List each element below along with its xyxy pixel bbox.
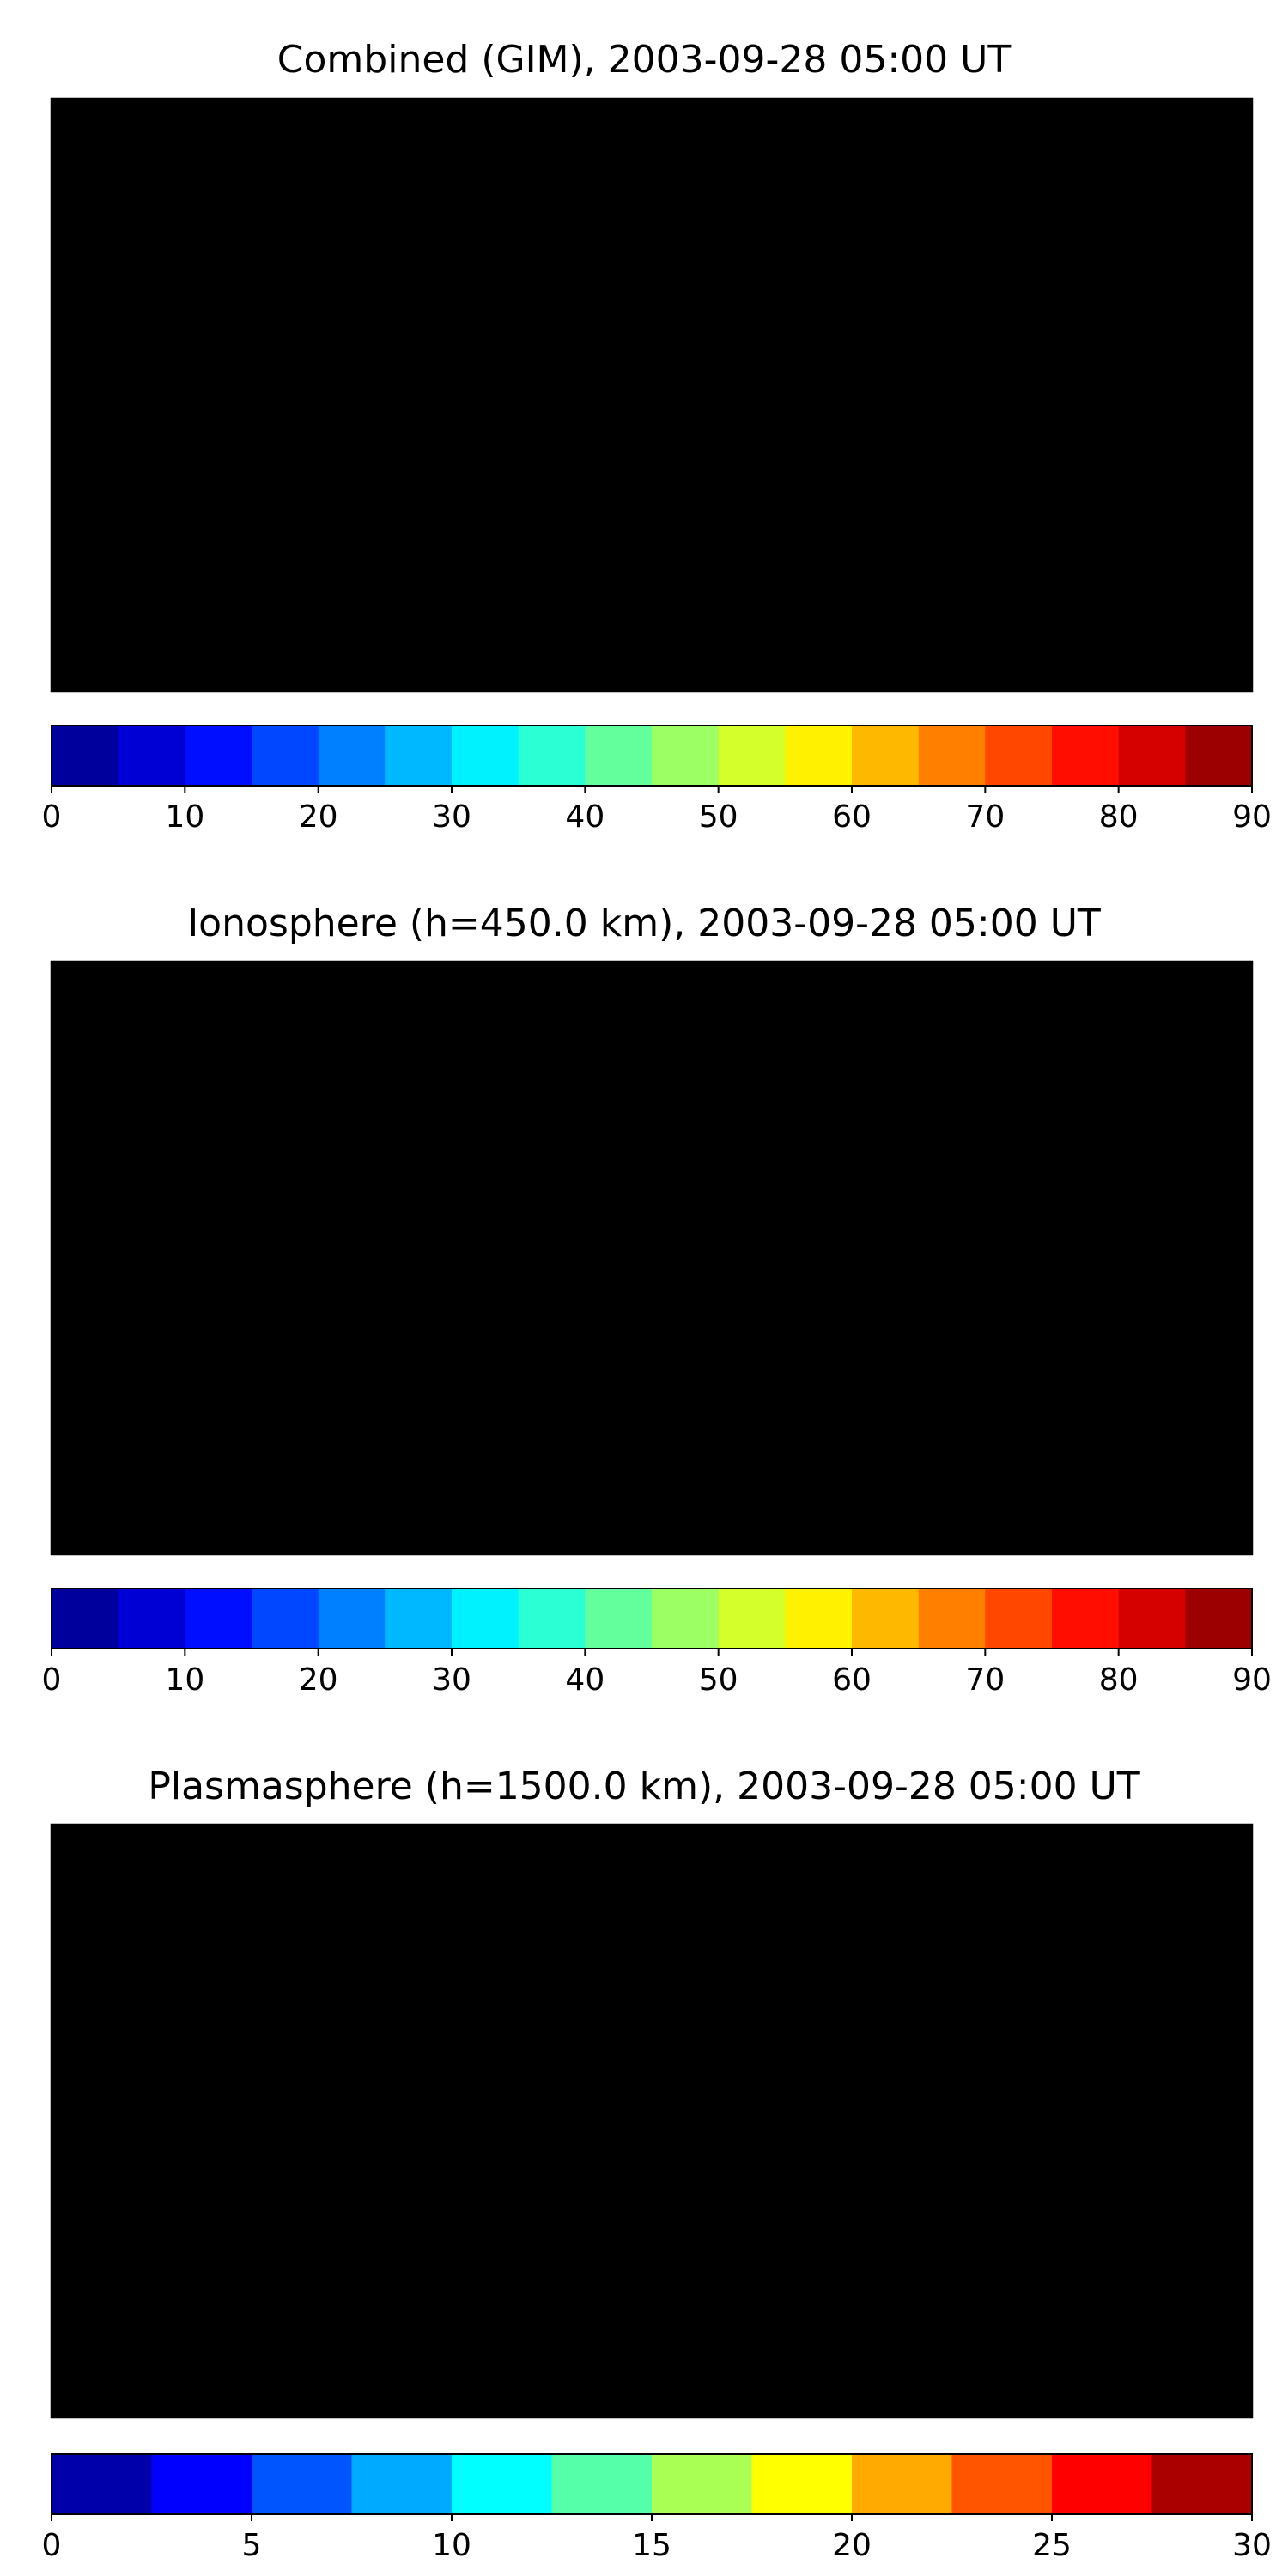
colorbar-0: 0 10 20 30 40 50 60 70 80 90 xyxy=(42,725,1272,835)
colorbar-tick-label: 40 xyxy=(565,799,605,835)
colorbar-bin xyxy=(852,2454,952,2514)
colorbar-bin xyxy=(585,1589,653,1649)
colorbar-bin xyxy=(52,1589,119,1649)
colorbar-bin xyxy=(185,1589,252,1649)
colorbar-bin xyxy=(118,1589,185,1649)
colorbar-bin xyxy=(985,1589,1053,1649)
colorbar-bin xyxy=(751,2454,853,2514)
colorbar-bin xyxy=(52,2454,152,2514)
colorbar-frame xyxy=(51,1588,1253,1649)
colorbar-bin xyxy=(785,726,853,786)
coastlines xyxy=(52,1837,1252,2394)
colorbar-tick-label: 0 xyxy=(42,1662,62,1698)
colorbar-tick-label: 80 xyxy=(1099,1662,1139,1698)
colorbar-tick-label: 10 xyxy=(432,2528,471,2563)
colorbar-bin xyxy=(652,1589,720,1649)
map-frame xyxy=(50,960,1254,1556)
colorbar-bin xyxy=(1185,1589,1253,1649)
chart-title-ionosphere: Ionosphere (h=450.0 km), 2003-09-28 05:0… xyxy=(187,902,1101,945)
colorbar-bin xyxy=(852,1589,920,1649)
colorbar-bin xyxy=(252,2454,352,2514)
colorbar-bin xyxy=(918,726,986,786)
colorbar-tick-label: 0 xyxy=(42,799,62,835)
map-field-1 xyxy=(52,962,1252,1554)
colorbar-bin xyxy=(385,1589,453,1649)
colorbar-tick-label: 20 xyxy=(299,1662,338,1698)
colorbar-tick-label: 15 xyxy=(632,2528,671,2563)
colorbar-frame xyxy=(51,725,1253,787)
colorbar-bin xyxy=(252,726,319,786)
colorbar-bin xyxy=(652,2454,752,2514)
colorbar-tick-label: 90 xyxy=(1232,799,1272,835)
colorbar-bin xyxy=(318,1589,386,1649)
colorbar-tick-label: 40 xyxy=(565,1662,605,1698)
colorbar-bin xyxy=(985,726,1053,786)
colorbar-tick-label: 80 xyxy=(1099,799,1139,835)
map-field-0 xyxy=(52,99,1252,691)
colorbar-tick-label: 70 xyxy=(965,1662,1005,1698)
colorbar-tick-label: 10 xyxy=(165,1662,204,1698)
colorbar-bin xyxy=(185,726,252,786)
colorbar-bin xyxy=(1185,726,1253,786)
colorbar-bin xyxy=(518,726,586,786)
colorbar-tick-label: 30 xyxy=(1232,2528,1272,2563)
colorbar-bin xyxy=(452,1589,519,1649)
colorbar-bin xyxy=(1052,2454,1152,2514)
colorbar-bin xyxy=(1052,1589,1120,1649)
colorbar-bin xyxy=(1052,726,1120,786)
colorbar-1: 0 10 20 30 40 50 60 70 80 90 xyxy=(42,1588,1272,1698)
colorbar-tick-label: 60 xyxy=(832,799,872,835)
colorbar-tick-label: 20 xyxy=(299,799,338,835)
colorbar-tick-label: 20 xyxy=(832,2528,872,2563)
colorbar-bin xyxy=(951,2454,1053,2514)
colorbar-tick-label: 90 xyxy=(1232,1662,1272,1698)
colorbar-bin xyxy=(652,726,720,786)
colorbar-bin xyxy=(718,726,786,786)
colorbar-tick-label: 10 xyxy=(165,799,204,835)
colorbar-bin xyxy=(252,1589,319,1649)
colorbar-bin xyxy=(452,726,519,786)
colorbar-bin xyxy=(1118,726,1186,786)
colorbar-tick-label: 60 xyxy=(832,1662,872,1698)
colorbar-tick-label: 30 xyxy=(432,1662,471,1698)
coastlines xyxy=(52,111,1252,668)
colorbar-bin xyxy=(551,2454,653,2514)
colorbar-bin xyxy=(585,726,653,786)
colorbar-tick-label: 50 xyxy=(699,799,738,835)
colorbar-bin xyxy=(518,1589,586,1649)
map-frame xyxy=(50,1823,1254,2419)
colorbar-tick-label: 70 xyxy=(965,799,1005,835)
colorbar-bin xyxy=(118,726,185,786)
map-frame xyxy=(50,97,1254,693)
colorbar-tick-label: 50 xyxy=(699,1662,738,1698)
colorbar-tick-label: 30 xyxy=(432,799,471,835)
colorbar-bin xyxy=(52,726,119,786)
colorbar-bin xyxy=(385,726,453,786)
colorbar-bin xyxy=(918,1589,986,1649)
colorbar-2: 0 5 10 15 20 25 30 xyxy=(42,2453,1272,2563)
colorbar-tick-label: 0 xyxy=(42,2528,62,2563)
colorbar-bin xyxy=(452,2454,552,2514)
colorbar-tick-label: 5 xyxy=(242,2528,262,2563)
colorbar-bin xyxy=(1118,1589,1186,1649)
colorbar-bin xyxy=(351,2454,453,2514)
colorbar-bin xyxy=(151,2454,252,2514)
colorbar-bin xyxy=(785,1589,853,1649)
colorbar-bin xyxy=(852,726,920,786)
colorbar-bin xyxy=(718,1589,786,1649)
chart-title-plasmasphere: Plasmasphere (h=1500.0 km), 2003-09-28 0… xyxy=(148,1765,1140,1808)
colorbar-bin xyxy=(1151,2454,1253,2514)
map-field-2 xyxy=(52,1825,1252,2417)
colorbar-bin xyxy=(318,726,386,786)
coastlines xyxy=(52,974,1252,1531)
colorbar-tick-label: 25 xyxy=(1032,2528,1072,2563)
chart-title-combined: Combined (GIM), 2003-09-28 05:00 UT xyxy=(276,38,1012,82)
